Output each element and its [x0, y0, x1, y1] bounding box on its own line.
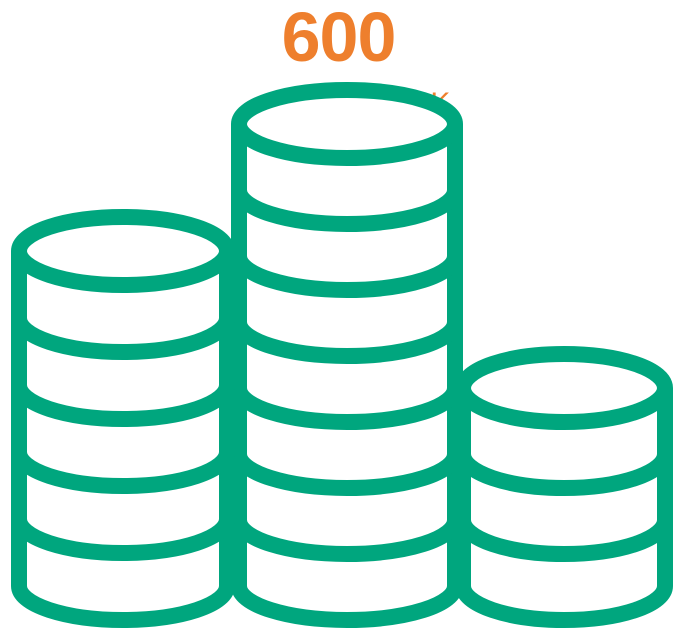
coin-top-face — [231, 82, 463, 166]
coin-top-face — [455, 346, 673, 430]
coin-edge — [11, 518, 235, 561]
left-stack — [11, 209, 235, 628]
coin-edge — [231, 255, 463, 298]
coin-edge — [455, 453, 673, 496]
coin-edge — [231, 189, 463, 232]
coin-top-face — [11, 209, 235, 293]
coin-edge — [455, 519, 673, 562]
coin-edge — [231, 453, 463, 496]
coin-edge — [231, 321, 463, 364]
coin-edge — [231, 519, 463, 562]
coin-edge — [11, 317, 235, 360]
middle-stack — [231, 82, 463, 628]
coin-edge — [11, 451, 235, 494]
right-stack — [455, 346, 673, 628]
coin-edge — [11, 384, 235, 427]
amount-value: 600 — [281, 0, 397, 76]
coin-edge — [231, 387, 463, 430]
